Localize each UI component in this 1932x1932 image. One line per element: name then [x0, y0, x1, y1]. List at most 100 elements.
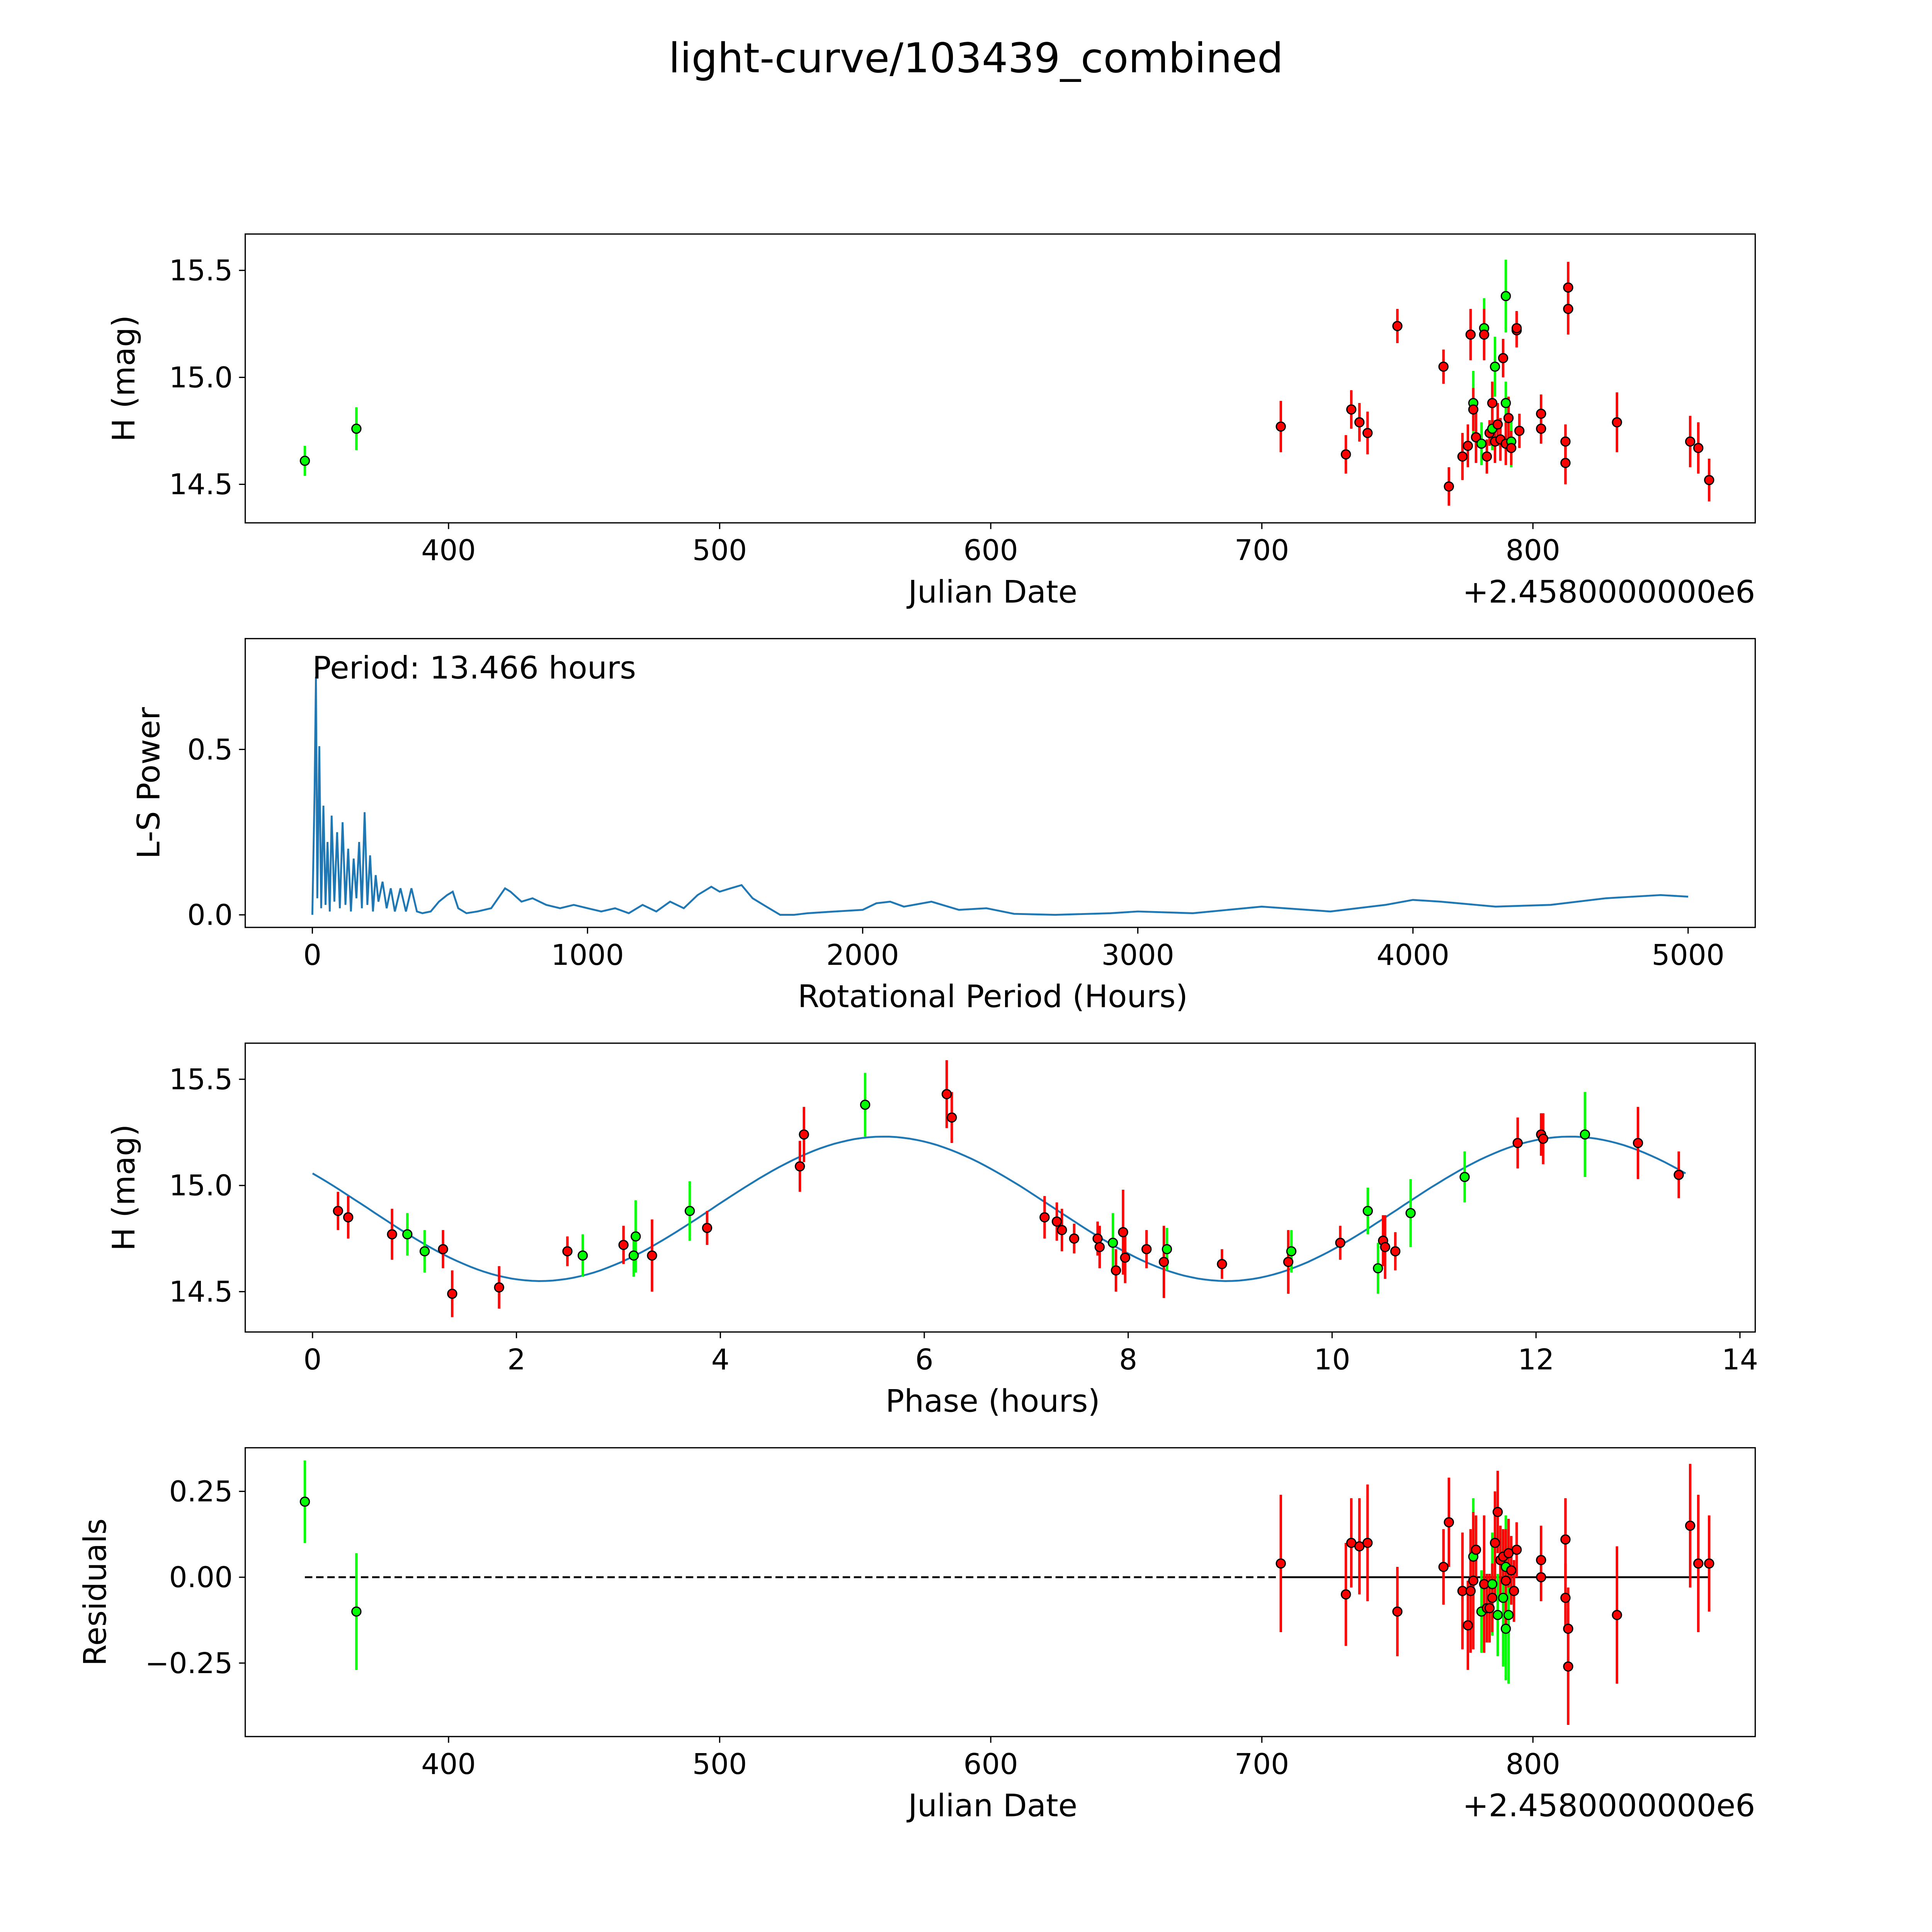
x-axis-label: Rotational Period (Hours): [798, 978, 1188, 1014]
data-point: [1118, 1227, 1128, 1238]
data-point: [799, 1129, 809, 1140]
data-point: [1704, 475, 1714, 485]
data-point: [1560, 1534, 1571, 1545]
data-point: [1563, 1661, 1573, 1672]
data-point: [941, 1089, 952, 1099]
data-point: [1500, 1623, 1511, 1634]
data-point: [1514, 425, 1525, 436]
data-point: [1286, 1246, 1297, 1257]
data-point: [1580, 1129, 1590, 1140]
data-point: [333, 1206, 343, 1216]
data-point: [1484, 1603, 1495, 1614]
data-point: [1471, 432, 1481, 442]
x-tick-label: 500: [692, 534, 747, 567]
x-axis-label: Julian Date: [906, 1787, 1077, 1823]
data-point: [1492, 1610, 1503, 1620]
data-point: [1536, 1555, 1546, 1565]
data-point: [1444, 1517, 1454, 1527]
data-point: [299, 1497, 310, 1507]
plot-area: [311, 677, 1689, 916]
data-point: [631, 1231, 641, 1242]
data-point: [1500, 291, 1511, 301]
data-point: [1438, 1561, 1449, 1572]
y-tick-label: −0.25: [145, 1647, 233, 1680]
data-point: [1362, 1537, 1373, 1548]
data-point: [618, 1240, 629, 1250]
data-point: [1492, 419, 1503, 430]
x-tick-label: 0: [303, 1343, 321, 1376]
data-point: [562, 1246, 573, 1257]
data-point: [1492, 1507, 1503, 1517]
data-point: [1380, 1242, 1390, 1252]
x-tick-label: 400: [421, 1748, 476, 1781]
data-point: [1390, 1246, 1401, 1257]
data-point: [1057, 1225, 1067, 1235]
data-point: [1511, 1544, 1522, 1555]
data-point: [447, 1289, 457, 1299]
y-tick-label: 0.5: [187, 733, 233, 766]
data-point: [1468, 1575, 1479, 1586]
data-point: [1506, 443, 1517, 453]
data-point: [1498, 1592, 1509, 1603]
y-tick-label: 15.5: [169, 254, 233, 287]
data-point: [1536, 423, 1546, 434]
x-tick-label: 400: [421, 534, 476, 567]
data-point: [702, 1223, 713, 1233]
y-tick-label: 15.5: [169, 1063, 233, 1096]
x-tick-label: 8: [1119, 1343, 1137, 1376]
data-point: [1563, 304, 1573, 314]
data-point: [1563, 282, 1573, 293]
x-tick-label: 600: [963, 534, 1018, 567]
data-point: [1487, 398, 1498, 408]
y-tick-label: 0.25: [169, 1475, 233, 1508]
y-axis-label: L-S Power: [130, 707, 167, 859]
x-tick-label: 600: [963, 1748, 1018, 1781]
data-point: [1536, 1572, 1546, 1583]
data-point: [1704, 1558, 1714, 1569]
data-point: [1538, 1133, 1548, 1144]
data-point: [1500, 1575, 1511, 1586]
data-point: [1276, 421, 1286, 432]
x-tick-label: 800: [1506, 534, 1560, 567]
data-point: [1283, 1257, 1294, 1267]
data-point: [1685, 1520, 1696, 1531]
periodogram-line: [311, 677, 1689, 916]
data-point: [1158, 1257, 1169, 1267]
data-point: [1471, 1544, 1481, 1555]
data-point: [351, 423, 362, 434]
y-axis-label: Residuals: [77, 1518, 113, 1666]
data-point: [647, 1250, 657, 1261]
data-point: [860, 1099, 871, 1110]
data-point: [1509, 1586, 1519, 1596]
data-point: [1373, 1263, 1383, 1274]
data-point: [299, 456, 310, 466]
data-point: [1107, 1238, 1118, 1248]
x-tick-label: 1000: [551, 939, 624, 972]
data-point: [1479, 329, 1490, 340]
data-point: [1476, 439, 1487, 449]
residuals-panel: 400 500 600 700 800 −0.25 0.00 0.25 Julian Date R…: [77, 1447, 1756, 1823]
data-point: [351, 1606, 362, 1617]
x-tick-label: 6: [915, 1343, 933, 1376]
light-curve-panel: 400 500 600 700 800 14.5 15.0 15.5 Julian Date H …: [105, 233, 1756, 610]
data-point: [1465, 329, 1476, 340]
data-point: [1039, 1212, 1050, 1223]
data-point: [343, 1212, 354, 1223]
data-point: [1490, 1537, 1500, 1548]
data-point: [1673, 1170, 1684, 1180]
data-point: [1405, 1208, 1416, 1218]
x-tick-label: 14: [1722, 1343, 1758, 1376]
data-point: [1500, 398, 1511, 408]
x-axis-label: Phase (hours): [886, 1383, 1100, 1419]
data-point: [1111, 1265, 1121, 1276]
x-tick-label: 3000: [1101, 939, 1174, 972]
data-point: [1092, 1233, 1103, 1244]
data-point: [1633, 1138, 1643, 1148]
data-point: [1693, 1558, 1704, 1569]
data-point: [1392, 321, 1403, 331]
axes-frame: [245, 638, 1756, 928]
data-point: [1487, 1579, 1498, 1589]
data-point: [628, 1250, 639, 1261]
x-tick-label: 5000: [1652, 939, 1725, 972]
